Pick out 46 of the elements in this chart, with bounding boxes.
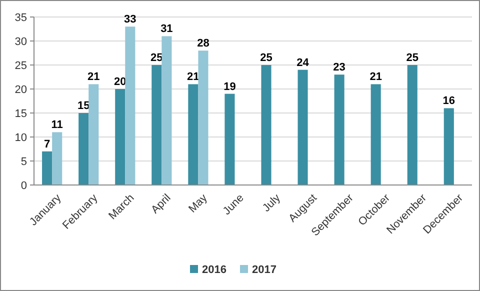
bar — [152, 65, 162, 185]
data-label: 25 — [406, 52, 418, 64]
bar — [78, 113, 89, 185]
x-tick-label: May — [186, 192, 210, 216]
data-label: 15 — [77, 100, 90, 112]
bar — [334, 74, 344, 185]
bar — [298, 70, 308, 185]
data-label: 19 — [224, 80, 236, 93]
bar — [198, 50, 208, 185]
data-label: 20 — [114, 76, 126, 88]
bar — [88, 84, 99, 185]
y-tick-label: 0 — [20, 180, 27, 192]
bar — [188, 84, 198, 185]
y-tick-label: 15 — [14, 108, 27, 120]
legend-label: 2016 — [202, 264, 226, 276]
bar — [52, 132, 62, 185]
y-tick-label: 35 — [14, 12, 27, 24]
y-tick-label: 25 — [14, 60, 27, 72]
y-tick-label: 10 — [14, 132, 27, 144]
data-label: 24 — [296, 56, 310, 69]
bar — [162, 36, 172, 185]
data-label: 28 — [197, 38, 210, 50]
y-tick-label: 30 — [14, 36, 27, 48]
data-label: 21 — [88, 71, 100, 84]
bar — [125, 26, 136, 185]
data-label: 25 — [150, 52, 163, 64]
data-label: 16 — [442, 95, 456, 108]
y-tick-label: 20 — [14, 84, 27, 96]
x-tick-label: July — [260, 192, 284, 214]
bar — [407, 65, 418, 185]
data-label: 21 — [370, 71, 382, 84]
bar — [224, 94, 235, 185]
bar — [115, 89, 126, 185]
data-label: 21 — [187, 71, 200, 84]
y-tick-label: 5 — [20, 156, 27, 168]
data-label: 33 — [124, 14, 136, 26]
legend-label: 2017 — [252, 264, 276, 276]
bar — [370, 84, 381, 185]
data-label: 25 — [260, 52, 272, 64]
bar — [42, 151, 52, 185]
data-label: 7 — [44, 138, 50, 150]
data-label: 11 — [51, 119, 63, 132]
data-label: 23 — [333, 62, 346, 74]
bar — [261, 65, 272, 185]
bar — [444, 108, 454, 185]
data-label: 31 — [160, 23, 173, 36]
